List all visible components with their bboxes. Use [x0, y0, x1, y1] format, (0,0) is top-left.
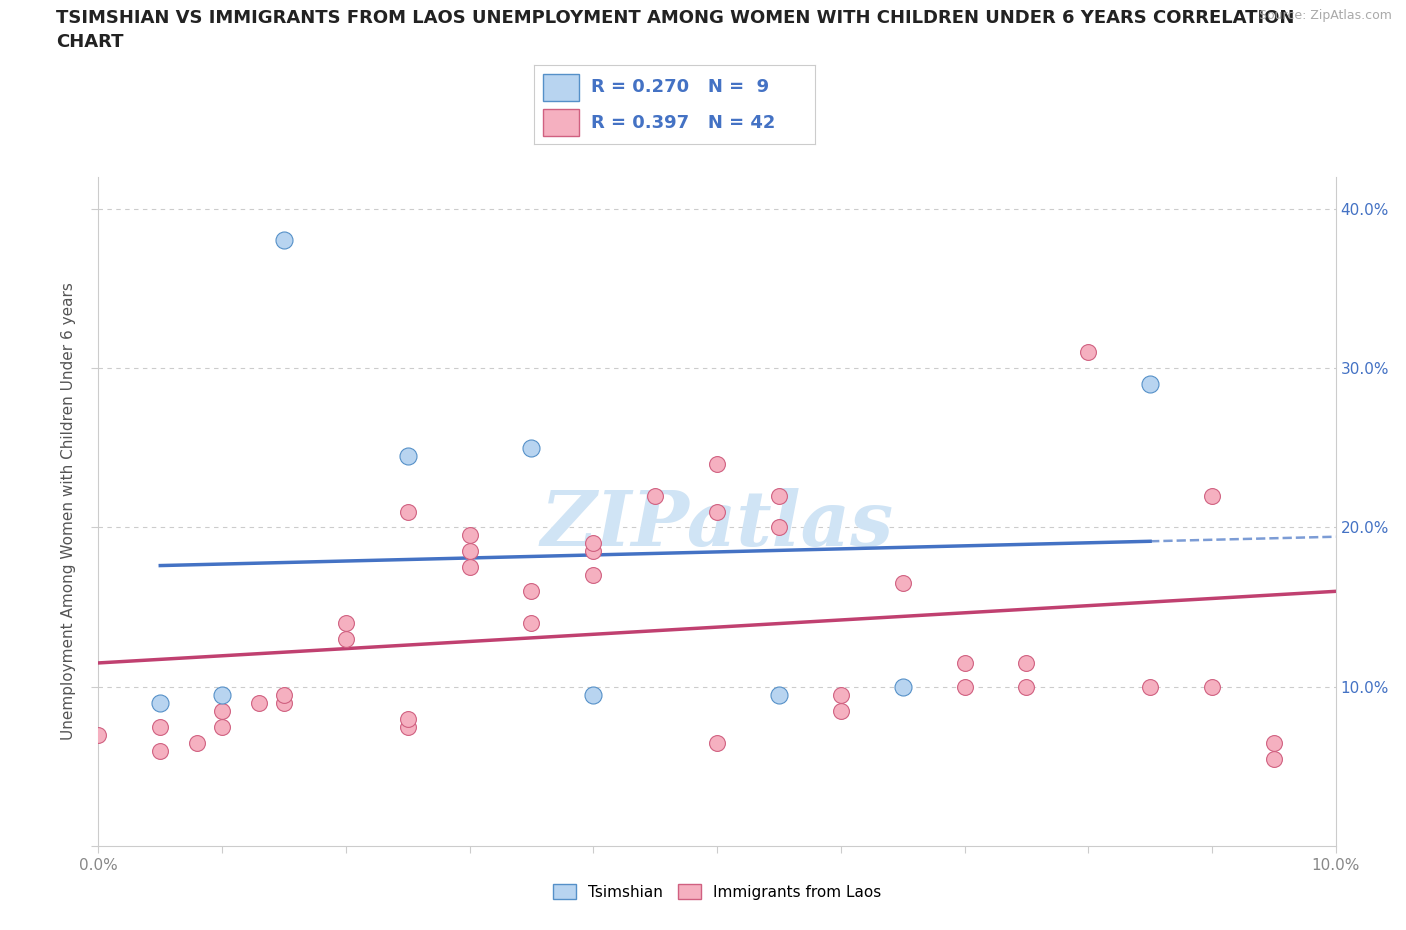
Point	[830, 703, 852, 718]
Point	[211, 687, 233, 702]
Point	[582, 536, 605, 551]
Point	[458, 528, 481, 543]
Point	[891, 576, 914, 591]
Legend: Tsimshian, Immigrants from Laos: Tsimshian, Immigrants from Laos	[547, 877, 887, 906]
Point	[149, 719, 172, 734]
Text: R = 0.270   N =  9: R = 0.270 N = 9	[591, 78, 769, 96]
Point	[1139, 377, 1161, 392]
Text: TSIMSHIAN VS IMMIGRANTS FROM LAOS UNEMPLOYMENT AMONG WOMEN WITH CHILDREN UNDER 6: TSIMSHIAN VS IMMIGRANTS FROM LAOS UNEMPL…	[56, 9, 1295, 51]
Point	[706, 504, 728, 519]
Text: Source: ZipAtlas.com: Source: ZipAtlas.com	[1258, 9, 1392, 22]
Point	[149, 743, 172, 758]
Point	[582, 544, 605, 559]
Point	[396, 504, 419, 519]
Text: R = 0.397   N = 42: R = 0.397 N = 42	[591, 113, 775, 132]
Point	[335, 631, 357, 646]
Point	[644, 488, 666, 503]
Point	[830, 687, 852, 702]
Text: ZIPatlas: ZIPatlas	[540, 488, 894, 562]
Point	[87, 727, 110, 742]
Point	[273, 233, 295, 248]
Point	[520, 440, 543, 455]
Point	[953, 656, 976, 671]
Point	[768, 520, 790, 535]
Point	[582, 687, 605, 702]
Point	[335, 616, 357, 631]
Point	[458, 544, 481, 559]
Point	[1263, 751, 1285, 766]
Point	[706, 736, 728, 751]
Point	[768, 687, 790, 702]
Y-axis label: Unemployment Among Women with Children Under 6 years: Unemployment Among Women with Children U…	[60, 283, 76, 740]
Point	[520, 584, 543, 599]
Point	[1015, 680, 1038, 695]
Point	[706, 457, 728, 472]
Point	[768, 488, 790, 503]
Point	[891, 680, 914, 695]
Point	[1015, 656, 1038, 671]
Point	[458, 560, 481, 575]
Point	[1263, 736, 1285, 751]
Point	[211, 703, 233, 718]
Point	[520, 616, 543, 631]
Point	[396, 711, 419, 726]
Bar	[543, 110, 579, 137]
Point	[211, 719, 233, 734]
Point	[1201, 680, 1223, 695]
Point	[582, 568, 605, 583]
Point	[1201, 488, 1223, 503]
Point	[186, 736, 208, 751]
Point	[273, 687, 295, 702]
Point	[953, 680, 976, 695]
Point	[396, 448, 419, 463]
Point	[247, 696, 270, 711]
Point	[149, 696, 172, 711]
Point	[1077, 345, 1099, 360]
Point	[396, 719, 419, 734]
Point	[1139, 680, 1161, 695]
Point	[273, 696, 295, 711]
Bar	[543, 73, 579, 100]
